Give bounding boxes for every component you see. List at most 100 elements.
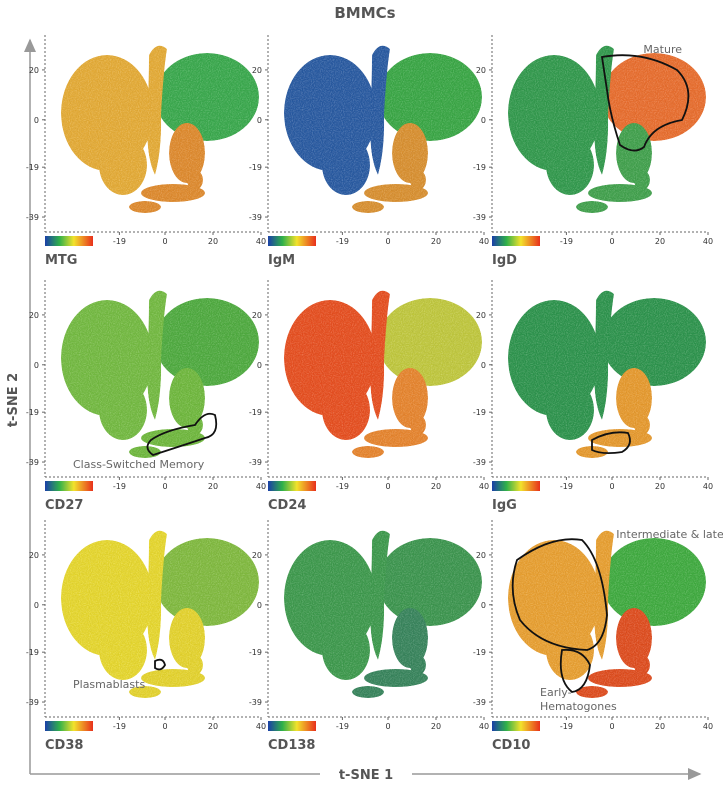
cloud-right-low — [169, 608, 205, 668]
cell-cloud — [508, 45, 706, 213]
y-tick-label: -19 — [473, 408, 486, 417]
annotation: Mature — [643, 43, 682, 56]
y-tick-label: -19 — [473, 648, 486, 657]
island — [129, 201, 161, 213]
y-tick-label: -19 — [473, 163, 486, 172]
island — [364, 669, 428, 687]
y-tick-label: -39 — [26, 213, 39, 222]
island — [352, 201, 384, 213]
cell-cloud — [61, 290, 259, 458]
cloud-right — [155, 298, 259, 386]
y-tick-label: 0 — [34, 116, 39, 125]
panel-label: CD27 — [45, 498, 83, 513]
x-tick-label: -19 — [113, 237, 126, 246]
colorbar — [492, 481, 540, 491]
x-tick-label: 0 — [162, 237, 167, 246]
cloud-left-tail — [546, 135, 594, 195]
island — [410, 415, 426, 435]
island — [129, 686, 161, 698]
x-tick-label: 20 — [655, 482, 665, 491]
island — [141, 669, 205, 687]
annotation: Intermediate & late- — [616, 528, 723, 541]
y-tick-label: 20 — [476, 66, 486, 75]
y-tick-label: -39 — [26, 698, 39, 707]
x-tick-label: -19 — [560, 482, 573, 491]
y-tick-label: -19 — [26, 163, 39, 172]
cloud-right-low — [169, 368, 205, 428]
x-tick-label: -19 — [113, 482, 126, 491]
cloud-right — [378, 53, 482, 141]
island — [588, 184, 652, 202]
cell-cloud — [508, 290, 706, 458]
island — [352, 446, 384, 458]
x-tick-label: -19 — [336, 237, 349, 246]
cloud-streak — [147, 290, 167, 420]
annotation: Class-Switched Memory — [73, 458, 205, 471]
panel-label: CD10 — [492, 738, 530, 753]
x-tick-label: 40 — [256, 482, 266, 491]
cloud-right — [378, 298, 482, 386]
x-tick-label: 20 — [655, 237, 665, 246]
annotation: Early- — [540, 686, 572, 699]
y-tick-label: -39 — [473, 458, 486, 467]
y-tick-label: -19 — [249, 163, 262, 172]
cloud-right-low — [616, 608, 652, 668]
x-tick-label: -19 — [336, 482, 349, 491]
colorbar — [268, 721, 316, 731]
island — [588, 429, 652, 447]
island — [576, 686, 608, 698]
panel-label: CD24 — [268, 498, 306, 513]
x-tick-label: 0 — [162, 722, 167, 731]
y-tick-label: -19 — [26, 408, 39, 417]
x-tick-label: 20 — [431, 482, 441, 491]
island — [634, 415, 650, 435]
x-tick-label: -19 — [560, 722, 573, 731]
colorbar — [45, 721, 93, 731]
island — [634, 655, 650, 675]
cell-cloud — [284, 45, 482, 213]
island — [410, 170, 426, 190]
colorbar — [492, 721, 540, 731]
y-tick-label: -19 — [249, 648, 262, 657]
gate-outline — [146, 412, 218, 456]
cloud-right — [602, 298, 706, 386]
island — [634, 170, 650, 190]
y-tick-label: 20 — [29, 311, 39, 320]
x-tick-label: -19 — [336, 722, 349, 731]
y-tick-label: -19 — [249, 408, 262, 417]
panel: 20 0 -19 -39 -19 0 20 40 MTG — [26, 35, 266, 268]
x-tick-label: 20 — [208, 722, 218, 731]
x-tick-label: 40 — [479, 482, 489, 491]
gate-outline — [511, 538, 608, 693]
island — [141, 184, 205, 202]
y-tick-label: 0 — [257, 601, 262, 610]
y-tick-label: 20 — [252, 66, 262, 75]
cell-cloud — [284, 290, 482, 458]
cloud-right-low — [392, 608, 428, 668]
island — [187, 655, 203, 675]
island — [352, 686, 384, 698]
y-label-bg — [4, 360, 24, 440]
y-tick-label: 0 — [34, 361, 39, 370]
colorbar — [45, 236, 93, 246]
y-tick-label: 20 — [29, 551, 39, 560]
cloud-left-tail — [99, 620, 147, 680]
cloud-left-tail — [322, 380, 370, 440]
x-tick-label: 40 — [703, 237, 713, 246]
annotation: Plasmablasts — [73, 678, 145, 691]
x-tick-label: 0 — [385, 482, 390, 491]
x-tick-label: 40 — [703, 482, 713, 491]
panel-label: CD38 — [45, 738, 83, 753]
cloud-right — [378, 538, 482, 626]
x-tick-label: 20 — [431, 237, 441, 246]
panel-label: MTG — [45, 253, 77, 268]
y-tick-label: 20 — [476, 311, 486, 320]
x-label-bg — [320, 764, 412, 784]
cloud-right-low — [616, 368, 652, 428]
cloud-right — [602, 53, 706, 141]
y-tick-label: 20 — [476, 551, 486, 560]
